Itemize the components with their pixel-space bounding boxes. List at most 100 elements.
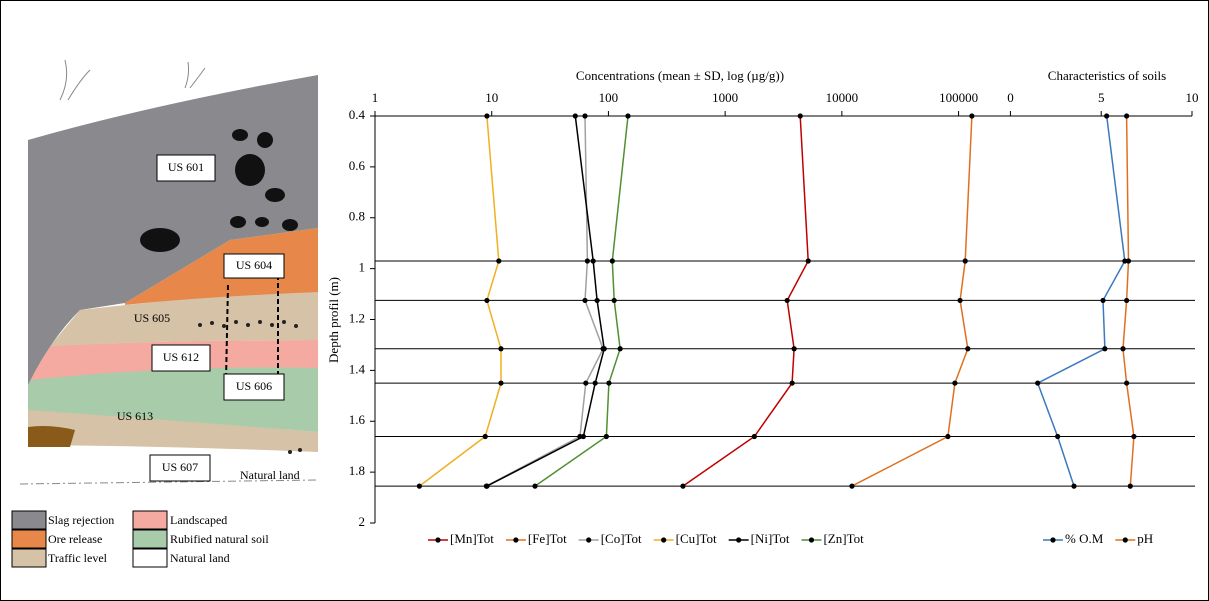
swatch [11,529,47,549]
y-tick-label: 1.2 [349,310,365,325]
point [484,113,490,119]
y-tick-label: 0.4 [349,107,366,122]
legend-marker [586,537,592,543]
point [617,346,623,352]
swatch [132,510,168,530]
point [484,297,490,304]
point [484,483,490,489]
point [680,483,686,489]
legend-label: Landscaped [170,513,227,527]
layer-slag [28,75,318,385]
label-box [149,454,211,482]
point [601,346,607,352]
point [965,346,971,352]
legend-label: Ore release [48,532,102,546]
x-tick-label: 1 [372,90,379,105]
point [1055,433,1061,440]
x-tick-label: 10000 [826,90,859,105]
layer-label: US 604 [236,258,272,272]
gravel [198,320,302,454]
point [789,380,795,386]
legend-marker [1050,537,1056,543]
layer-ore [125,228,318,305]
layer-traffic [50,290,318,346]
x2-tick-label: 10 [1186,90,1199,105]
x-tick-label: 100 [599,90,619,105]
legend-marker [513,537,519,543]
point [784,297,790,304]
legend-marker [736,537,742,543]
point [1071,483,1077,489]
legend-label: % O.M [1065,531,1104,546]
layer-label: US 612 [163,350,199,364]
x-tick-label: 100000 [939,90,978,105]
point [969,113,975,119]
legend-label: [Mn]Tot [450,531,494,546]
x-tick-label: 10 [485,90,498,105]
legend-marker [661,537,667,543]
x2-tick-label: 0 [1007,90,1014,105]
legend-label: Slag rejection [48,513,114,527]
point [582,113,588,119]
point [584,258,590,264]
point [1102,346,1108,352]
layer-label: US 601 [168,160,204,174]
legend-marker [1122,537,1128,543]
profile-legend: Slag rejection Ore release Traffic level… [11,510,269,568]
layer-label: US 613 [117,409,153,423]
point [805,258,811,264]
layer-label: US 605 [134,311,170,325]
x-tick-label: 1000 [712,90,738,105]
y-tick-label: 2 [359,514,366,529]
point [849,483,855,489]
legend-label: [Zn]Tot [823,531,864,546]
legend-label: [Co]Tot [601,531,642,546]
point [498,380,504,386]
legend-marker [435,537,441,543]
y-tick-label: 1.6 [349,412,366,427]
point [751,433,757,440]
legend-label: Traffic level [48,551,108,565]
x2-axis-title: Characteristics of soils [1048,68,1166,83]
slag-blobs [140,129,298,252]
point [952,380,958,386]
dash-dot-line [19,479,319,485]
y-tick-label: 0.6 [349,158,366,173]
point [1104,113,1110,119]
point [611,297,617,304]
point [791,346,797,352]
layer-label: US 607 [162,460,198,474]
legend-label: [Cu]Tot [676,531,717,546]
y-tick-label: 1.4 [349,361,366,376]
point [498,346,504,352]
y-tick-label: 0.8 [349,209,365,224]
point [532,483,538,489]
point [1035,380,1041,386]
point [416,483,422,489]
point [580,433,586,440]
swatch [132,548,168,568]
point [592,380,598,386]
plants [59,59,206,101]
point [590,258,596,264]
point [1124,113,1130,119]
point [1131,433,1137,440]
layer-label: US 606 [236,379,272,393]
label-box [223,253,285,279]
legend-label: Rubified natural soil [170,532,269,546]
point [496,258,502,264]
legend-marker [808,537,815,543]
y-axis-title: Depth profil (m) [326,277,341,363]
layer-label: Natural land [240,468,300,482]
point [594,297,600,304]
label-box [156,154,216,182]
x2-tick-label: 5 [1098,90,1105,105]
point [945,433,951,440]
layer-613 [28,405,318,452]
point [962,258,968,264]
point [957,297,963,304]
point [572,113,578,119]
label-box [223,373,285,401]
label-box [151,344,211,372]
